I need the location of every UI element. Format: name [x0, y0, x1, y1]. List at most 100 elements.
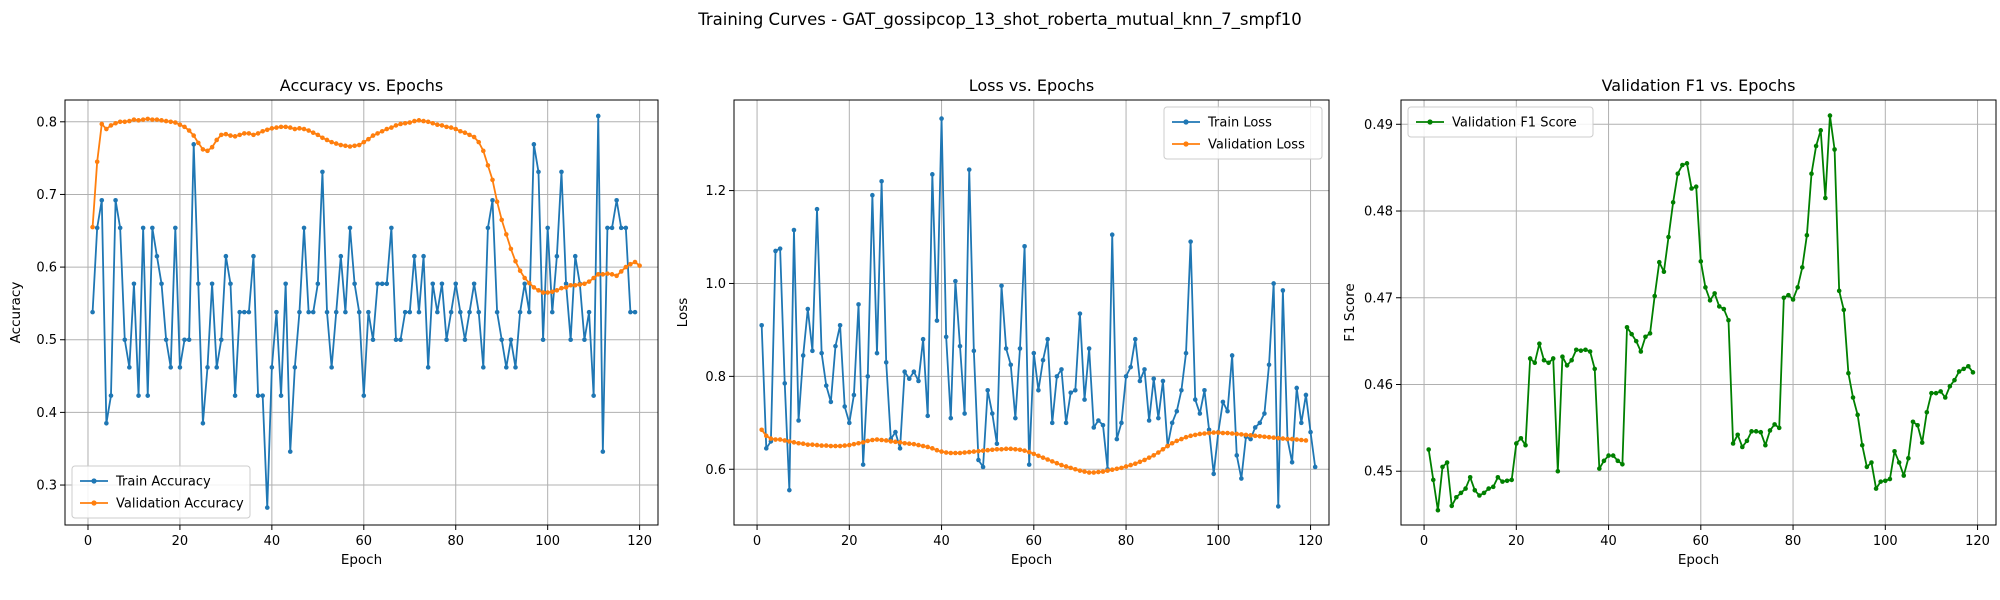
data-point — [1179, 388, 1184, 393]
data-point — [301, 225, 307, 231]
legend-label: Validation Accuracy — [116, 497, 244, 512]
data-point — [1123, 464, 1129, 469]
data-point — [549, 309, 555, 315]
data-point — [1855, 412, 1860, 418]
data-point — [458, 128, 463, 134]
data-point — [1003, 446, 1009, 452]
data-point — [1500, 479, 1505, 484]
data-point — [94, 159, 100, 165]
data-point — [819, 350, 824, 356]
data-point — [1082, 397, 1087, 402]
data-point — [1435, 507, 1441, 513]
data-point — [1703, 285, 1708, 290]
data-point — [934, 447, 940, 453]
data-point — [1638, 349, 1644, 354]
data-point — [1956, 369, 1962, 374]
data-point — [847, 442, 852, 448]
data-point — [768, 436, 774, 441]
data-point — [632, 259, 638, 265]
data-point — [1961, 366, 1967, 372]
data-point — [1192, 397, 1198, 402]
data-point — [1142, 457, 1147, 463]
data-point — [586, 279, 592, 284]
data-point — [1054, 374, 1060, 379]
data-point — [370, 133, 376, 138]
data-point — [1197, 431, 1203, 437]
axes-frame — [64, 99, 659, 526]
data-point — [1698, 259, 1704, 264]
data-point — [618, 269, 624, 274]
data-point — [1165, 443, 1170, 449]
data-point — [1132, 461, 1138, 466]
data-point — [366, 309, 371, 315]
data-point — [1220, 430, 1226, 436]
data-point — [549, 289, 555, 295]
data-point — [1514, 441, 1519, 446]
data-point — [526, 280, 532, 286]
data-point — [1666, 234, 1671, 240]
data-point — [287, 449, 293, 454]
data-point — [1026, 449, 1032, 455]
data-point — [1684, 161, 1690, 166]
data-point — [1169, 420, 1175, 426]
data-point — [1656, 259, 1662, 265]
data-point — [1252, 433, 1258, 439]
x-tick-label: 20 — [841, 534, 858, 549]
data-point — [1119, 465, 1124, 471]
data-point — [1132, 336, 1138, 342]
data-point — [228, 281, 233, 287]
data-point — [559, 169, 564, 175]
data-point — [1017, 447, 1023, 453]
x-tick-label: 40 — [933, 534, 950, 549]
data-point — [554, 288, 560, 293]
data-point — [568, 337, 573, 343]
data-point — [1206, 430, 1212, 436]
data-point — [140, 117, 146, 122]
data-point — [255, 393, 261, 398]
data-point — [214, 137, 219, 143]
data-point — [1753, 429, 1759, 434]
data-point — [759, 322, 764, 328]
data-point — [614, 273, 619, 279]
data-point — [1266, 362, 1272, 368]
data-point — [1216, 430, 1221, 435]
data-point — [246, 131, 252, 136]
data-point — [389, 225, 394, 231]
data-point — [517, 309, 523, 315]
data-point — [1045, 457, 1050, 462]
data-point — [1022, 448, 1027, 453]
x-tick-label: 100 — [535, 534, 560, 549]
data-point — [1225, 430, 1230, 436]
data-point — [1906, 455, 1911, 461]
data-point — [200, 147, 206, 152]
data-point — [127, 118, 132, 124]
data-point — [1560, 354, 1565, 360]
data-point — [962, 450, 967, 455]
data-point — [1532, 360, 1538, 366]
data-point — [1022, 244, 1027, 249]
data-point — [1680, 162, 1685, 168]
data-point — [628, 309, 633, 315]
data-point — [182, 337, 187, 343]
data-point — [1049, 420, 1055, 426]
data-point — [1123, 374, 1129, 379]
data-point — [494, 199, 500, 205]
data-point — [888, 439, 894, 444]
data-point — [1174, 438, 1180, 444]
data-point — [324, 137, 330, 143]
data-point — [847, 420, 852, 426]
data-point — [1970, 370, 1976, 375]
data-point — [1573, 347, 1579, 353]
data-point — [1795, 285, 1800, 290]
data-point — [1859, 442, 1865, 448]
data-point — [1883, 478, 1888, 484]
data-point — [1059, 367, 1064, 372]
data-point — [430, 281, 436, 287]
data-point — [773, 437, 778, 442]
data-point — [948, 415, 954, 421]
data-point — [241, 309, 247, 315]
data-point — [545, 225, 550, 231]
data-point — [131, 281, 137, 287]
y-tick-label: 0.45 — [1364, 465, 1393, 480]
